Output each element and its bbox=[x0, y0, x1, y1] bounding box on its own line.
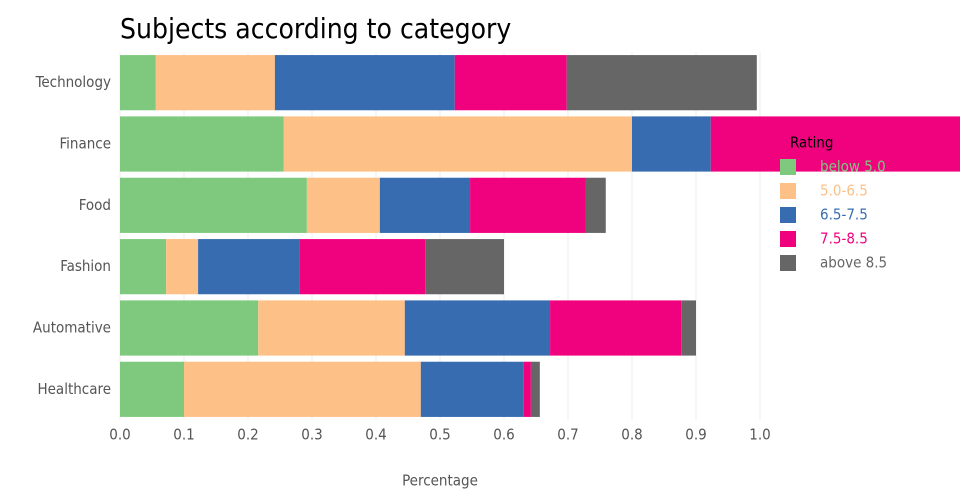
legend: Rating below 5.0 5.0-6.5 6.5-7.5 7.5-8.5 abo… bbox=[780, 134, 887, 272]
bar-segment bbox=[420, 361, 524, 417]
bar-segment bbox=[120, 361, 184, 417]
y-tick-label: Food bbox=[79, 196, 111, 214]
legend-swatch bbox=[780, 231, 796, 247]
x-tick-label: 1.0 bbox=[749, 426, 770, 444]
legend-swatch bbox=[780, 255, 796, 271]
x-axis-title: Percentage bbox=[402, 472, 478, 490]
legend-swatch bbox=[780, 183, 796, 199]
legend-label: above 8.5 bbox=[820, 254, 887, 272]
y-tick-label: Finance bbox=[59, 135, 111, 153]
bar-segment bbox=[120, 55, 156, 111]
bar-segment bbox=[681, 300, 696, 356]
bar-segment bbox=[299, 239, 426, 295]
x-tick-label: 0.5 bbox=[429, 426, 450, 444]
grid bbox=[119, 52, 761, 420]
legend-label: below 5.0 bbox=[820, 158, 886, 176]
legend-swatch bbox=[780, 159, 796, 175]
x-tick-label: 0.0 bbox=[109, 426, 130, 444]
bar-segment bbox=[379, 177, 471, 233]
chart-title: Subjects according to category bbox=[120, 12, 511, 45]
bar-segment bbox=[523, 361, 531, 417]
x-tick-label: 0.1 bbox=[173, 426, 194, 444]
x-tick-label: 0.3 bbox=[301, 426, 322, 444]
bar-segment bbox=[306, 177, 380, 233]
x-tick-label: 0.7 bbox=[557, 426, 578, 444]
bar-segment bbox=[710, 116, 960, 172]
x-tick-label: 0.9 bbox=[685, 426, 706, 444]
bar-segment bbox=[166, 239, 199, 295]
bar-segment bbox=[566, 55, 757, 111]
bar-segment bbox=[120, 116, 284, 172]
bar-segment bbox=[454, 55, 567, 111]
y-tick-label: Automative bbox=[33, 319, 111, 337]
bar-segment bbox=[155, 55, 275, 111]
bar-segment bbox=[274, 55, 455, 111]
x-tick-label: 0.8 bbox=[621, 426, 642, 444]
legend-swatch bbox=[780, 207, 796, 223]
bar-segment bbox=[198, 239, 300, 295]
y-tick-label: Fashion bbox=[60, 257, 111, 275]
legend-label: 6.5-7.5 bbox=[820, 206, 868, 224]
y-tick-label: Healthcare bbox=[37, 380, 111, 398]
bar-segment bbox=[184, 361, 421, 417]
bar-segment bbox=[470, 177, 586, 233]
x-tick-label: 0.4 bbox=[365, 426, 386, 444]
bar-segment bbox=[632, 116, 711, 172]
bar-segment bbox=[404, 300, 551, 356]
bar-segment bbox=[120, 239, 167, 295]
x-tick-label: 0.6 bbox=[493, 426, 514, 444]
y-tick-label: Technology bbox=[35, 73, 111, 91]
x-tick-label: 0.2 bbox=[237, 426, 258, 444]
bar-segment bbox=[530, 361, 540, 417]
legend-title: Rating bbox=[790, 134, 833, 152]
bar-segment bbox=[120, 177, 307, 233]
legend-label: 5.0-6.5 bbox=[820, 182, 868, 200]
bar-segment bbox=[258, 300, 405, 356]
bar-segment bbox=[283, 116, 632, 172]
bar-segment bbox=[550, 300, 682, 356]
bar-segment bbox=[585, 177, 606, 233]
bars bbox=[120, 55, 960, 417]
bar-segment bbox=[425, 239, 504, 295]
bar-segment bbox=[120, 300, 259, 356]
legend-label: 7.5-8.5 bbox=[820, 230, 868, 248]
